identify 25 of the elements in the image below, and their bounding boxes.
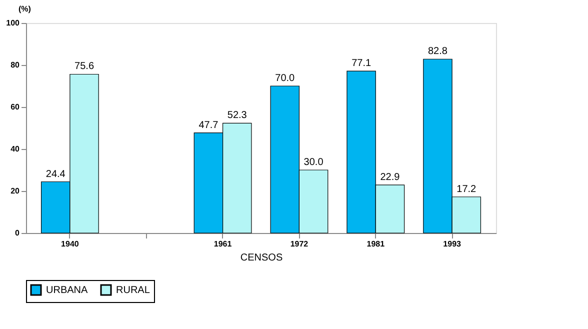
data-label: 17.2: [456, 184, 477, 195]
y-tick-label: 100: [6, 18, 20, 28]
data-label: 30.0: [304, 157, 324, 168]
y-tick-label: 60: [10, 102, 20, 112]
data-label: 22.9: [380, 172, 400, 183]
x-tick-label: 1972: [290, 240, 309, 248]
legend-label: RURAL: [116, 285, 150, 296]
data-label: 47.7: [198, 120, 219, 131]
data-label: 70.0: [275, 73, 296, 84]
data-label: 82.8: [428, 46, 448, 58]
y-axis-title: (%): [18, 4, 32, 14]
x-tick-label: 1961: [214, 240, 232, 248]
y-tick-label: 0: [15, 228, 20, 238]
data-label: 24.4: [46, 168, 66, 180]
x-axis-title: CENSOS: [240, 252, 283, 264]
data-label: 52.3: [227, 110, 248, 122]
data-label: 77.1: [352, 58, 372, 70]
x-tick-label: 1993: [443, 240, 462, 248]
x-tick-label: 1981: [366, 240, 386, 248]
y-tick-label: 40: [10, 144, 20, 154]
x-tick-label: 1940: [61, 240, 80, 248]
y-tick-label: 80: [10, 60, 20, 70]
legend-label: URBANA: [46, 285, 88, 296]
y-tick-label: 20: [10, 186, 20, 196]
data-label: 75.6: [74, 61, 94, 72]
